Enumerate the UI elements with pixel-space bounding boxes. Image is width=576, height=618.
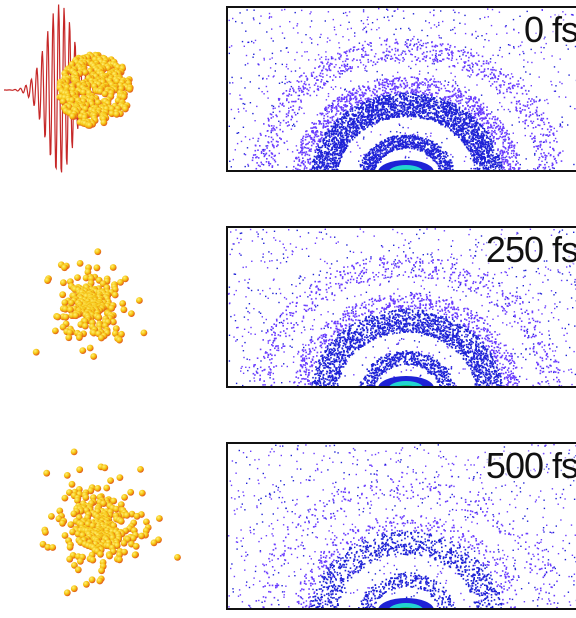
central-core [378,598,434,608]
scattering-rings [251,38,563,170]
frame-row-0: 0 fs [0,0,576,180]
central-core [378,160,434,170]
frame-row-1: 250 fs [0,220,576,390]
cluster-illustration-2 [39,448,181,597]
diffraction-panel-0: 0 fs [226,6,576,172]
atom-spheres [39,448,181,597]
background-speckle [228,444,576,608]
diffraction-pattern-1 [228,228,576,386]
scattering-rings [252,254,563,386]
frame-row-2: 500 fs [0,436,576,618]
central-core [378,376,434,386]
diffraction-pattern-0 [228,8,576,170]
time-label-2: 500 fs [485,445,576,486]
scattering-rings [249,476,558,608]
diffraction-pattern-2 [228,444,576,608]
cluster-illustration-0 [4,4,134,173]
time-label-1: 250 fs [485,229,576,270]
diffraction-panel-2: 500 fs [226,442,576,610]
diffraction-panel-1: 250 fs [226,226,576,388]
atom-spheres [32,248,148,360]
time-label-0: 0 fs [523,9,576,50]
cluster-illustration-1 [32,248,148,360]
atom-spheres [56,51,134,129]
